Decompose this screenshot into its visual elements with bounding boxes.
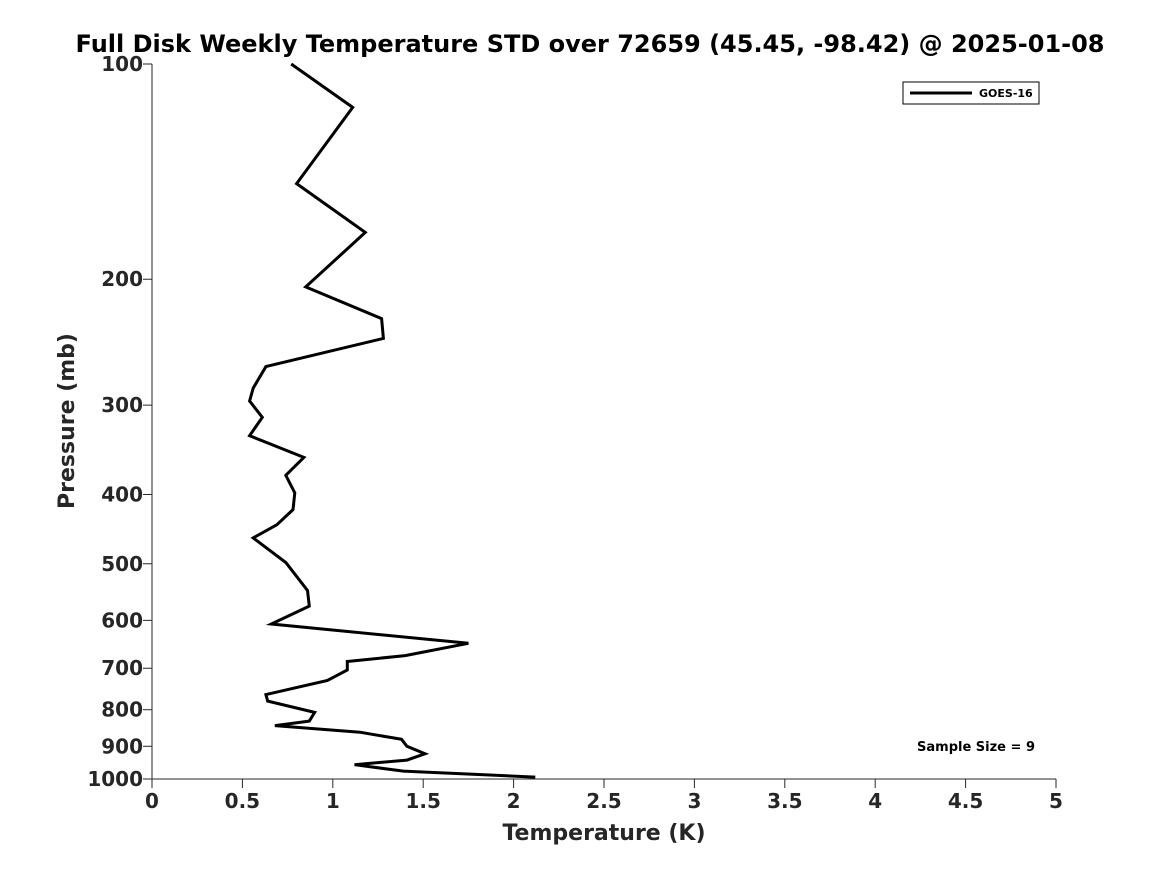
chart-title: Full Disk Weekly Temperature STD over 72… [76,30,1105,58]
y-tick-label: 600 [101,608,143,632]
y-tick-label: 900 [101,734,143,758]
x-tick-label: 1 [326,789,340,813]
plot-area: 0 0.5 1 1.5 2 2.5 3 3.5 4 4.5 5 100 200 300 400 500 600… [87,52,1063,813]
x-tick-label: 2 [507,789,521,813]
sample-size-annotation: Sample Size = 9 [917,740,1035,755]
y-tick-label: 1000 [87,767,143,791]
y-tick-label: 700 [101,656,143,680]
x-tick-label: 3.5 [767,789,802,813]
x-tick-label: 4 [868,789,882,813]
series-line-goes-16 [247,62,536,779]
y-tick-label: 800 [101,698,143,722]
x-axis-ticks: 0 0.5 1 1.5 2 2.5 3 3.5 4 4.5 5 [145,779,1063,813]
y-tick-label: 400 [101,482,143,506]
y-axis-title: Pressure (mb) [55,333,80,509]
x-axis-title: Temperature (K) [502,821,705,846]
y-tick-label: 200 [101,267,143,291]
y-tick-label: 300 [101,393,143,417]
x-tick-label: 5 [1049,789,1063,813]
y-axis-ticks: 100 200 300 400 500 600 700 800 900 1000 [87,52,152,791]
y-tick-label: 500 [101,552,143,576]
x-tick-label: 1.5 [405,789,440,813]
legend: GOES-16 [902,81,1040,105]
plot-background [152,64,1056,779]
x-tick-label: 0 [145,789,159,813]
legend-label-goes-16: GOES-16 [979,87,1033,100]
x-tick-label: 3 [687,789,701,813]
x-tick-label: 4.5 [948,789,983,813]
series-layer [247,62,536,779]
y-tick-label: 100 [101,52,143,76]
x-tick-label: 0.5 [225,789,260,813]
x-tick-label: 2.5 [586,789,621,813]
